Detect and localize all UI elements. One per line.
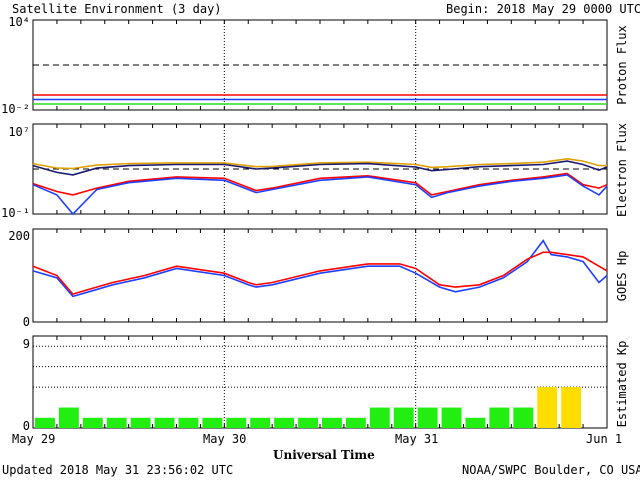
kp-bar <box>58 407 79 428</box>
series-line-orange <box>32 157 607 170</box>
series-line-red <box>32 172 608 196</box>
kp-bar <box>226 417 247 428</box>
kp-bar <box>513 407 534 428</box>
kp-bar <box>298 417 318 428</box>
kp-bar <box>274 417 295 428</box>
kp-bar <box>250 417 271 428</box>
y-tick-min: 0 <box>23 315 30 329</box>
x-tick-jun1: Jun 1 <box>586 432 622 446</box>
panel-frame <box>32 19 608 111</box>
kp-bar <box>537 387 558 428</box>
kp-bar <box>345 417 366 428</box>
kp-bar <box>393 407 414 428</box>
kp-bar <box>202 417 223 428</box>
kp-bar <box>35 417 55 428</box>
panel-frame <box>32 335 608 429</box>
y-axis-label: Estimated Kp <box>615 341 629 428</box>
y-tick-max: 200 <box>8 229 30 243</box>
kp-bar <box>561 387 582 428</box>
kp-bar <box>465 417 486 428</box>
y-tick-min: 10⁻² <box>1 102 30 116</box>
kp-bar <box>369 407 390 428</box>
series-line-navy <box>32 160 608 176</box>
panel-3: 200 0 GOES Hp <box>8 228 629 329</box>
panel-2: 10⁷ 10⁻¹ Electron Flux <box>1 123 629 220</box>
kp-bar <box>178 417 199 428</box>
kp-bar <box>82 417 103 428</box>
series-line-red <box>32 251 608 296</box>
panels: 10⁴ 10⁻² Proton Flux 10⁷ 10⁻¹ Electron Flux 20… <box>1 15 629 433</box>
x-axis-title: Universal Time <box>273 448 375 462</box>
kp-bar <box>130 417 151 428</box>
kp-bar <box>106 417 127 428</box>
y-axis-label: Electron Flux <box>615 123 629 217</box>
y-tick-min: 0 <box>23 419 30 433</box>
x-tick-may29: May 29 <box>12 432 55 446</box>
y-axis-label: GOES Hp <box>615 251 629 302</box>
panel-frame <box>32 123 608 215</box>
credit-label: NOAA/SWPC Boulder, CO USA <box>462 463 640 477</box>
x-tick-may31: May 31 <box>395 432 438 446</box>
kp-bar <box>489 407 510 428</box>
kp-bar <box>441 407 462 428</box>
kp-bar <box>322 417 342 428</box>
y-axis-label: Proton Flux <box>615 25 629 104</box>
series-line-blue <box>32 174 608 216</box>
panel-1: 10⁴ 10⁻² Proton Flux <box>1 15 629 116</box>
kp-bar <box>154 417 175 428</box>
chart-title: Satellite Environment (3 day) <box>12 2 222 16</box>
y-tick-min: 10⁻¹ <box>1 206 30 220</box>
kp-bar <box>417 407 438 428</box>
updated-label: Updated 2018 May 31 23:56:02 UTC <box>2 463 233 477</box>
y-tick-max: 10⁷ <box>8 125 30 139</box>
begin-label: Begin: 2018 May 29 0000 UTC <box>446 2 640 16</box>
y-tick-max: 10⁴ <box>8 15 30 29</box>
y-tick-max: 9 <box>23 337 30 351</box>
x-tick-may30: May 30 <box>203 432 246 446</box>
panel-frame <box>32 228 608 323</box>
panel-4: 9 0 Estimated Kp <box>23 335 629 433</box>
